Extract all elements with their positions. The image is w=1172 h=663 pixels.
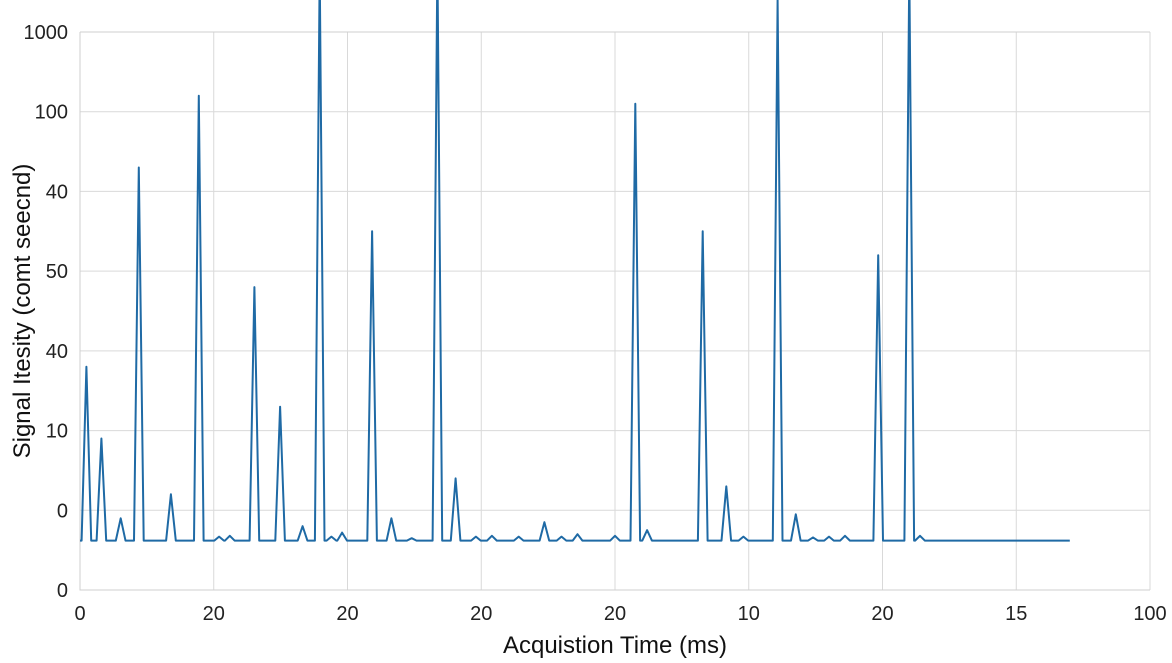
y-tick-label: 1000 [24,22,69,44]
x-tick-label: 20 [336,603,358,625]
y-tick-label: 50 [46,261,68,283]
y-tick-label: 100 [35,102,68,124]
x-tick-label: 15 [1005,603,1027,625]
x-tick-label: 20 [871,603,893,625]
plot-frame [79,31,1150,591]
y-tick-label: 40 [46,181,68,203]
x-tick-label: 100 [1133,603,1166,625]
y-tick-label: 0 [57,580,68,602]
grid [79,31,1151,591]
y-tick-label: 40 [46,341,68,363]
x-tick-label: 20 [203,603,225,625]
x-axis-title: Acquistion Time (ms) [503,632,727,659]
y-tick-label: 10 [46,421,68,443]
x-axis-tick-labels: 0 20 20 20 20 10 20 15 100 [74,603,1166,625]
x-tick-label: 20 [470,603,492,625]
y-tick-label: 0 [57,500,68,522]
y-axis-tick-labels: 0 0 10 40 50 40 100 1000 [24,22,69,602]
y-axis-title: Signal Itesity (comt seecnd) [9,164,36,459]
x-tick-label: 0 [74,603,85,625]
signal-series-line [80,0,1070,542]
x-tick-label: 10 [738,603,760,625]
x-tick-label: 20 [604,603,626,625]
